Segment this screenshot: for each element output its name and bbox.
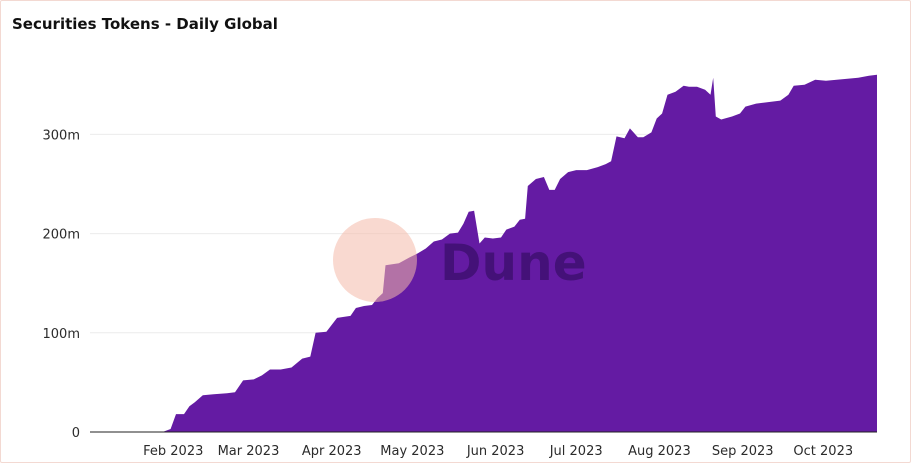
x-tick-label: May 2023: [380, 444, 444, 459]
watermark-circle: [333, 218, 417, 302]
watermark-text: Dune: [440, 234, 587, 292]
series-area: [90, 74, 877, 433]
x-tick-label: Jul 2023: [549, 444, 603, 459]
x-tick-label: Oct 2023: [793, 444, 853, 459]
x-tick-label: Feb 2023: [143, 444, 203, 459]
y-tick-label: 0: [72, 426, 80, 441]
y-tick-label: 300m: [43, 128, 80, 143]
series-area-path: [90, 74, 877, 433]
x-tick-label: Sep 2023: [712, 444, 774, 459]
x-tick-label: Jun 2023: [466, 444, 525, 459]
chart-title: Securities Tokens - Daily Global: [12, 15, 278, 33]
y-tick-label: 100m: [43, 327, 80, 342]
dune-watermark: Dune: [333, 218, 587, 302]
x-tick-label: Mar 2023: [218, 444, 280, 459]
x-tick-label: Aug 2023: [628, 444, 691, 459]
x-tick-label: Apr 2023: [302, 444, 362, 459]
y-tick-label: 200m: [43, 228, 80, 243]
axes: 0 100m 200m 300m Feb 2023 Mar 2023 Apr 2023 May…: [43, 128, 877, 459]
